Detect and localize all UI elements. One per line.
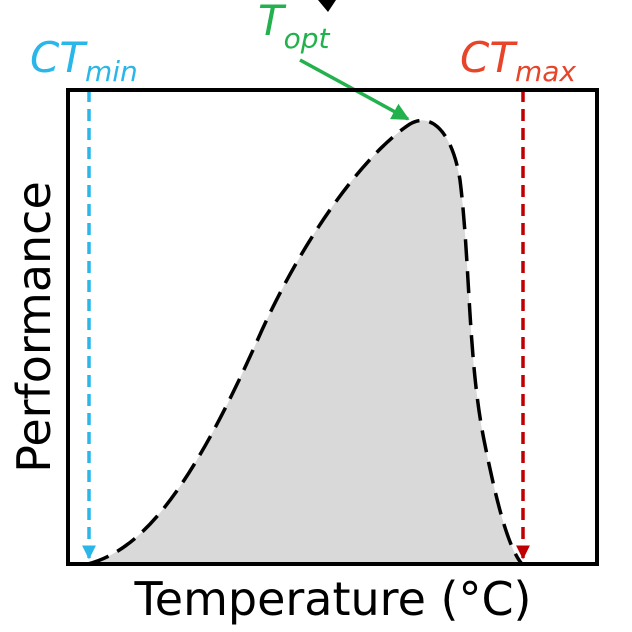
t-opt-label: Topt xyxy=(258,0,331,55)
y-axis-label: Performance xyxy=(7,181,61,473)
x-axis-label: Temperature (°C) xyxy=(133,572,531,626)
plot-frame xyxy=(66,88,599,566)
performance-area xyxy=(88,120,522,565)
ct-max-label: CTmax xyxy=(460,33,576,88)
ct-min-label: CTmin xyxy=(30,33,138,88)
performance-curve xyxy=(87,118,524,566)
top-arrow-tip xyxy=(318,0,336,12)
